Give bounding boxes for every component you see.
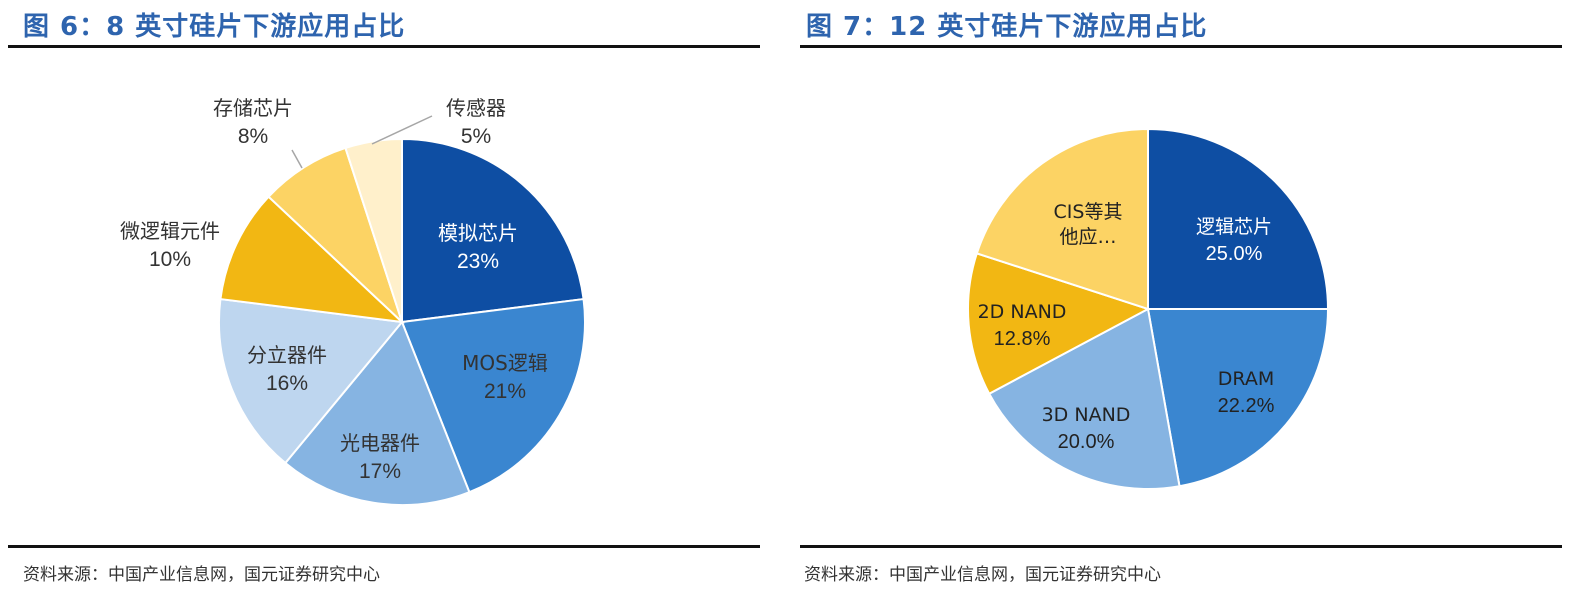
slice-value-label: 20.0% (1058, 431, 1115, 453)
title-divider (800, 45, 1562, 48)
source-divider (8, 545, 760, 548)
chart-title: 图 6：8 英寸硅片下游应用占比 (23, 12, 406, 42)
leader-line (291, 149, 303, 169)
slice-label: 微逻辑元件 10% (120, 219, 220, 271)
slice-name-label: 3D NAND (1042, 404, 1131, 426)
slice-value-label: 17% (359, 460, 401, 483)
pie-slice-cis (975, 127, 1149, 311)
slice-name-label: 光电器件 (340, 431, 420, 455)
slice-name-label: 模拟芯片 (438, 221, 518, 245)
slice-name-label: 逻辑芯片 (1196, 216, 1272, 238)
slice-name-label: 2D NAND (978, 301, 1067, 323)
source-note: 资料来源：中国产业信息网，国元证券研究中心 (804, 565, 1161, 585)
slice-name-label: 微逻辑元件 (120, 219, 220, 243)
slice-label: 传感器 5% (446, 96, 506, 148)
slice-label: CIS等其他应… (1054, 201, 1123, 248)
slice-name-label: 存储芯片 (213, 96, 293, 120)
pie-slice-slice-3 (218, 297, 404, 465)
slice-name-label: 分立器件 (247, 343, 327, 367)
slice-label: 2D NAND 12.8% (978, 301, 1067, 350)
slice-label: 存储芯片 8% (213, 96, 293, 148)
slice-name-label: 传感器 (446, 96, 506, 120)
slice-value-label: 12.8% (994, 328, 1051, 350)
leader-line (371, 115, 433, 145)
slice-name-label: CIS等其 (1054, 201, 1123, 223)
slice-value-label: 21% (484, 380, 526, 403)
slice-label: 模拟芯片 23% (438, 221, 518, 273)
chart-title: 图 7：12 英寸硅片下游应用占比 (806, 12, 1208, 42)
pie-slice-slice-2 (283, 320, 471, 506)
pie-slice-2d-nand (967, 252, 1151, 396)
slice-value-label: 22.2% (1218, 395, 1275, 417)
slice-label: MOS逻辑 21% (462, 351, 548, 403)
pie-slice-slice-5 (267, 146, 403, 323)
slice-value-label: 8% (238, 125, 268, 148)
slice-name-label: 他应… (1059, 226, 1116, 248)
slice-label: 光电器件 17% (340, 431, 420, 483)
slice-label: 逻辑芯片 25.0% (1196, 216, 1272, 265)
pie-slice-dram (1146, 308, 1330, 488)
slice-name-label: DRAM (1218, 368, 1274, 390)
pie-slice-slice-6 (344, 137, 403, 323)
chart-panel-12inch: 图 7：12 英寸硅片下游应用占比 逻辑芯片 25.0% DRAM 22.2% 3D N… (800, 0, 1570, 609)
source-divider (800, 545, 1562, 548)
pie-slice-slice-4 (219, 195, 405, 324)
slice-value-label: 16% (266, 372, 308, 395)
chart-panel-8inch: 图 6：8 英寸硅片下游应用占比 模拟芯片 23% MOS逻辑 21% 光电器件 17% 分… (0, 0, 770, 609)
slice-value-label: 23% (457, 250, 499, 273)
slice-label: 3D NAND 20.0% (1042, 404, 1131, 453)
pie-slice-slice-0 (1147, 127, 1330, 310)
pie-chart-12inch: 逻辑芯片 25.0% DRAM 22.2% 3D NAND 20.0% 2D NAND 12.… (967, 127, 1330, 490)
pie-slice-slice-0 (401, 137, 585, 324)
pie-slice-3d-nand (987, 307, 1181, 490)
pie-slice-mos (400, 297, 587, 494)
slice-value-label: 5% (461, 125, 491, 148)
pie-chart-8inch: 模拟芯片 23% MOS逻辑 21% 光电器件 17% 分立器件 16% 微逻辑元件 10% 存储芯… (120, 96, 587, 506)
title-divider (8, 45, 760, 48)
slice-name-label: MOS逻辑 (462, 351, 548, 375)
slice-label: DRAM 22.2% (1218, 368, 1275, 417)
slice-value-label: 25.0% (1206, 243, 1263, 265)
slice-label: 分立器件 16% (247, 343, 327, 395)
slice-value-label: 10% (149, 248, 191, 271)
source-note: 资料来源：中国产业信息网，国元证券研究中心 (23, 565, 380, 585)
